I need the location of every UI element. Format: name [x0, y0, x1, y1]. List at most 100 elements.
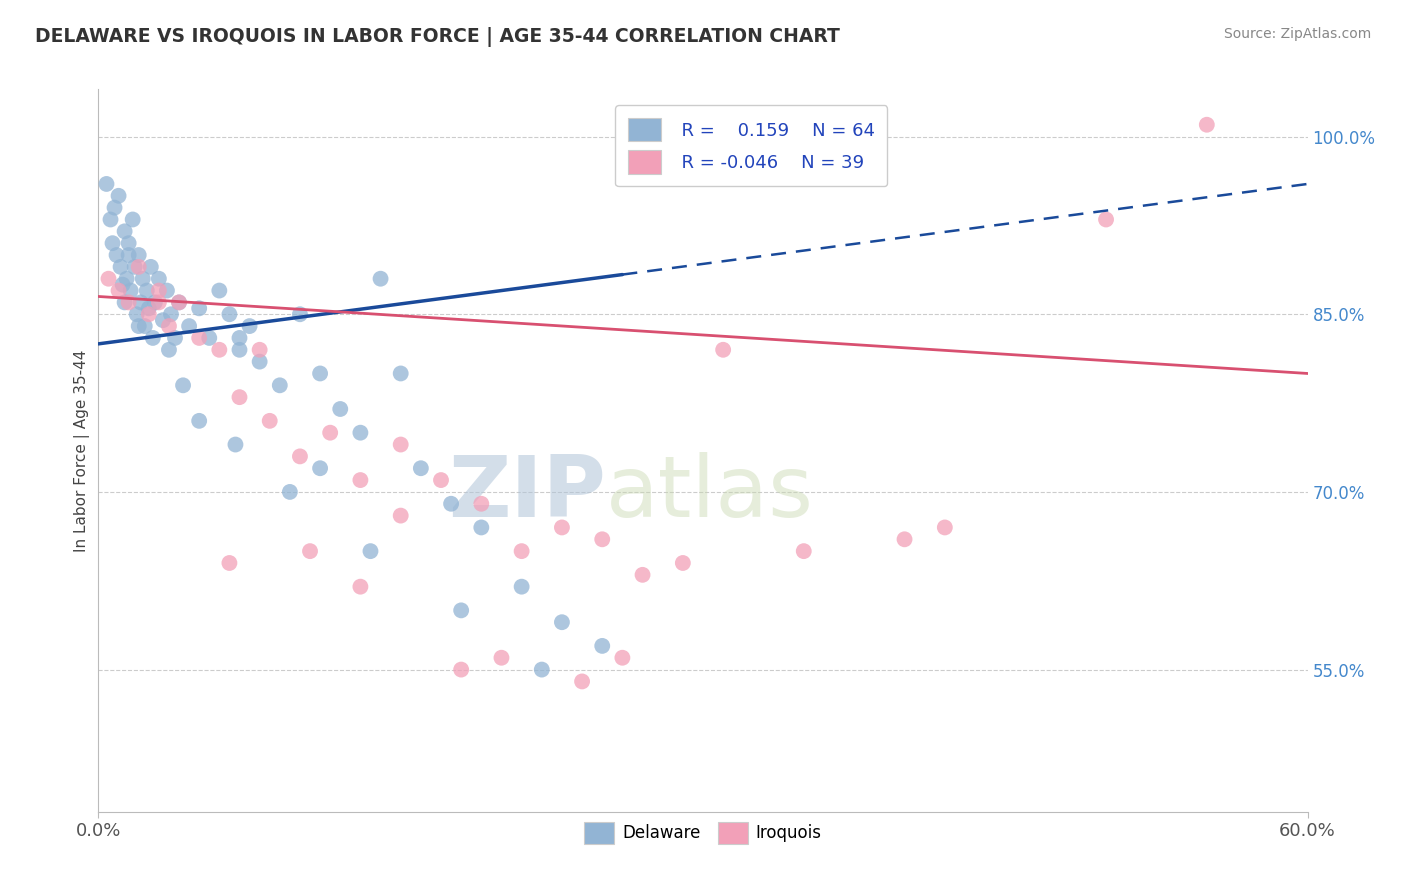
Point [115, 271, 138, 285]
Point [288, 450, 311, 464]
Point [156, 284, 179, 298]
Point [103, 201, 125, 215]
Point [118, 236, 141, 251]
Point [551, 520, 574, 534]
Point [208, 284, 231, 298]
Point [440, 497, 463, 511]
Point [167, 295, 190, 310]
Point [148, 271, 170, 285]
Point [389, 367, 412, 381]
Point [249, 343, 271, 357]
Point [188, 414, 211, 428]
Point [239, 319, 262, 334]
Point [132, 271, 155, 285]
Point [134, 319, 156, 334]
Point [148, 284, 170, 298]
Point [491, 650, 513, 665]
Point [128, 319, 150, 334]
Point [167, 295, 190, 310]
Text: Source: ZipAtlas.com: Source: ZipAtlas.com [1223, 27, 1371, 41]
Point [101, 236, 124, 251]
Point [309, 367, 332, 381]
Point [269, 378, 291, 392]
Point [793, 544, 815, 558]
Point [319, 425, 342, 440]
Point [259, 414, 281, 428]
Point [349, 580, 371, 594]
Point [309, 461, 332, 475]
Point [124, 260, 146, 274]
Point [571, 674, 593, 689]
Point [138, 307, 160, 321]
Point [893, 533, 915, 547]
Point [114, 295, 136, 310]
Point [179, 319, 201, 334]
Point [711, 343, 734, 357]
Point [672, 556, 695, 570]
Point [450, 603, 472, 617]
Point [450, 663, 472, 677]
Point [157, 343, 180, 357]
Point [152, 313, 174, 327]
Point [934, 520, 956, 534]
Point [612, 650, 634, 665]
Point [470, 497, 492, 511]
Point [198, 331, 221, 345]
Point [228, 331, 250, 345]
Point [107, 284, 129, 298]
Point [591, 533, 613, 547]
Point [389, 508, 412, 523]
Point [349, 473, 371, 487]
Point [510, 580, 533, 594]
Point [100, 212, 122, 227]
Point [409, 461, 432, 475]
Point [218, 556, 240, 570]
Point [107, 189, 129, 203]
Point [111, 277, 134, 292]
Point [1195, 118, 1218, 132]
Point [148, 295, 170, 310]
Point [128, 260, 150, 274]
Point [224, 437, 246, 451]
Point [129, 295, 152, 310]
Point [142, 331, 165, 345]
Point [349, 425, 371, 440]
Point [631, 567, 654, 582]
Point [510, 544, 533, 558]
Point [121, 212, 143, 227]
Point [530, 663, 553, 677]
Point [299, 544, 322, 558]
Point [278, 484, 301, 499]
Point [97, 271, 120, 285]
Point [208, 343, 231, 357]
Point [157, 319, 180, 334]
Text: ZIP: ZIP [449, 452, 606, 535]
Point [218, 307, 240, 321]
Point [360, 544, 382, 558]
Point [249, 354, 271, 368]
Point [128, 248, 150, 262]
Point [329, 402, 352, 417]
Point [228, 390, 250, 404]
Point [135, 284, 157, 298]
Point [430, 473, 453, 487]
Point [288, 307, 311, 321]
Legend: Delaware, Iroquois: Delaware, Iroquois [578, 815, 828, 850]
Point [105, 248, 128, 262]
Point [188, 301, 211, 316]
Point [120, 284, 142, 298]
Point [188, 331, 211, 345]
Point [114, 224, 136, 238]
Point [139, 260, 162, 274]
Point [143, 295, 166, 310]
Point [370, 271, 392, 285]
Point [160, 307, 183, 321]
Point [228, 343, 250, 357]
Point [138, 301, 160, 316]
Point [118, 248, 141, 262]
Point [551, 615, 574, 630]
Point [110, 260, 132, 274]
Point [163, 331, 186, 345]
Point [118, 295, 141, 310]
Text: atlas: atlas [606, 452, 814, 535]
